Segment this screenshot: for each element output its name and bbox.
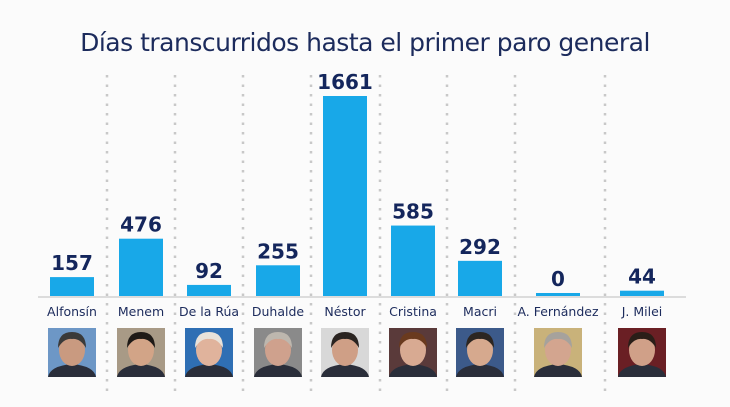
portrait-3-hair	[264, 332, 292, 348]
bar	[536, 293, 580, 296]
portrait-2-face	[196, 334, 222, 366]
bar	[458, 260, 502, 296]
category-label: Duhalde	[252, 304, 305, 319]
portrait-4-hair	[331, 332, 359, 348]
category-label: Macri	[463, 304, 497, 319]
portrait-8-face	[629, 334, 655, 366]
data-label: 585	[392, 200, 434, 224]
category-label: Alfonsín	[47, 304, 97, 319]
portrait-7-hair	[544, 332, 572, 348]
category-label: J. Milei	[621, 304, 663, 319]
data-label: 92	[195, 259, 223, 283]
portrait-3-face	[265, 334, 291, 366]
data-label: 157	[51, 251, 93, 275]
data-label: 1661	[317, 70, 373, 94]
chart-title: Días transcurridos hasta el primer paro …	[80, 28, 650, 57]
portrait-1-hair	[127, 332, 155, 348]
portrait-7-suit	[534, 364, 582, 377]
data-label: 44	[628, 265, 656, 289]
portrait-8-hair	[628, 332, 656, 348]
portrait-2-hair	[195, 332, 223, 348]
portrait-0-hair	[58, 332, 86, 348]
portrait-4-suit	[321, 364, 369, 377]
category-label: Cristina	[389, 304, 437, 319]
portrait-1-face	[128, 334, 154, 366]
portrait-6-suit	[456, 364, 504, 377]
bar	[119, 238, 163, 296]
data-label: 0	[551, 267, 565, 291]
portrait-5-suit	[389, 364, 437, 377]
portrait-3-suit	[254, 364, 302, 377]
portrait-4-face	[332, 334, 358, 366]
data-label: 476	[120, 213, 162, 237]
portrait-0-face	[59, 334, 85, 366]
category-label: Menem	[118, 304, 164, 319]
portrait-1-suit	[117, 364, 165, 377]
category-label: Néstor	[324, 304, 366, 319]
portrait-2-suit	[185, 364, 233, 377]
portrait-6-hair	[466, 332, 494, 348]
data-label: 255	[257, 239, 299, 263]
bar	[50, 277, 94, 296]
bar	[620, 290, 664, 296]
bar	[323, 96, 367, 296]
portrait-6-face	[467, 334, 493, 366]
portrait-5-hair	[399, 332, 427, 348]
category-label: A. Fernández	[517, 304, 599, 319]
bar	[256, 265, 300, 296]
portrait-7-face	[545, 334, 571, 366]
category-label: De la Rúa	[179, 304, 239, 319]
portrait-8-suit	[618, 364, 666, 377]
bar	[391, 225, 435, 296]
data-label: 292	[459, 235, 501, 259]
bar	[187, 284, 231, 296]
portrait-5-face	[400, 334, 426, 366]
portrait-0-suit	[48, 364, 96, 377]
